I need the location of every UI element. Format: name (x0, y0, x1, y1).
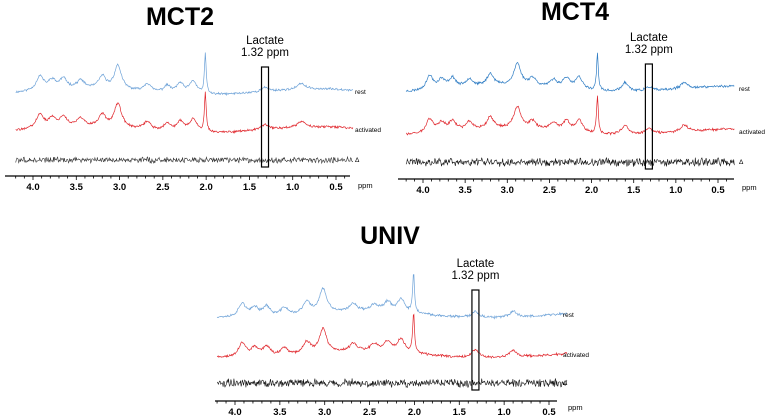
series-label: activated (739, 129, 765, 136)
series-line-activated (216, 313, 568, 359)
lactate-annotation: 1.32 ppm (625, 44, 673, 56)
x-tick-label: 2.5 (363, 407, 377, 415)
lactate-highlight-box (260, 66, 270, 168)
panel-title: MCT2 (146, 3, 214, 31)
lactate-annotation: 1.32 ppm (241, 47, 289, 59)
series-line-rest (216, 274, 568, 320)
x-tick-label: 4.0 (26, 182, 39, 193)
series-label: activated (563, 352, 589, 359)
series-label: Δ (563, 380, 568, 387)
series-label: rest (355, 89, 366, 96)
series-label: activated (355, 127, 381, 134)
x-tick-label: 3.5 (459, 185, 473, 196)
x-tick-label: 1.5 (627, 185, 641, 196)
panel-title: MCT4 (541, 0, 609, 26)
series-label: Δ (739, 159, 744, 166)
x-tick-label: 3.5 (273, 407, 287, 415)
x-tick-label: 2.5 (156, 182, 170, 193)
x-tick-label: 3.0 (113, 182, 126, 193)
series-line-difference (15, 155, 354, 165)
series-line-difference (216, 378, 568, 389)
lactate-annotation: 1.32 ppm (451, 270, 499, 282)
series-label: rest (739, 86, 750, 93)
x-tick-label: 4.0 (228, 407, 241, 415)
series-line-activated (406, 95, 735, 136)
series-line-rest (15, 52, 354, 97)
lactate-annotation: Lactate (630, 32, 668, 44)
x-tick-label: 0.5 (542, 407, 556, 415)
x-tick-label: 1.0 (498, 407, 511, 415)
x-tick-label: 3.0 (318, 407, 331, 415)
x-tick-label: 2.0 (408, 407, 421, 415)
lactate-annotation: Lactate (457, 258, 495, 270)
series-line-difference (405, 157, 735, 168)
x-tick-label: 1.5 (453, 407, 467, 415)
x-tick-label: 3.0 (501, 185, 514, 196)
x-tick-label: 1.0 (669, 185, 682, 196)
x-tick-label: 1.5 (243, 182, 257, 193)
series-line-activated (15, 91, 354, 134)
lactate-highlight-box (471, 289, 480, 391)
panel-title: UNIV (360, 222, 420, 250)
series-label: rest (563, 312, 574, 319)
x-tick-label: 0.5 (329, 182, 343, 193)
x-axis-label: ppm (742, 183, 757, 192)
x-tick-label: 1.0 (286, 182, 299, 193)
lactate-annotation: Lactate (246, 35, 284, 47)
x-axis-label: ppm (568, 403, 583, 412)
x-tick-label: 4.0 (416, 185, 429, 196)
series-line-rest (405, 52, 735, 93)
x-tick-label: 0.5 (711, 185, 725, 196)
x-axis-label: ppm (358, 181, 373, 190)
x-tick-label: 2.0 (585, 185, 598, 196)
x-tick-label: 2.0 (200, 182, 213, 193)
series-label: Δ (355, 157, 360, 164)
lactate-highlight-box (644, 63, 653, 170)
x-tick-label: 2.5 (543, 185, 557, 196)
x-tick-label: 3.5 (70, 182, 84, 193)
